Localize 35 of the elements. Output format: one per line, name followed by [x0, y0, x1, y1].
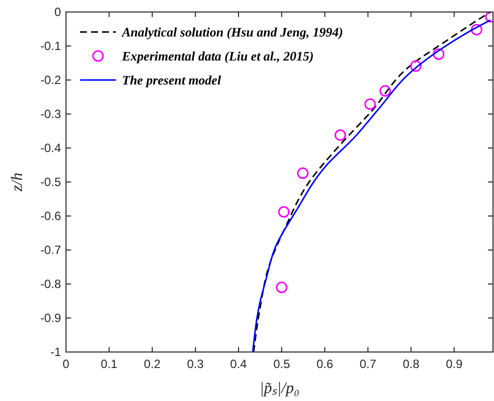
point [278, 206, 290, 218]
x-tick-label: 0.2 [144, 357, 161, 371]
y-tick-label: -0.7 [40, 243, 62, 257]
point [379, 85, 391, 97]
y-tick-label: -0.8 [40, 277, 62, 291]
y-tick-label: -0.5 [40, 175, 62, 189]
x-tick-label: 0.4 [230, 357, 248, 371]
y-tick-label: -0.1 [40, 39, 62, 53]
y-tick-label: -0.6 [40, 209, 62, 223]
y-tick-label: 0 [54, 5, 62, 19]
x-tick-label: 0.8 [402, 357, 420, 371]
legend-label: Experimental data (Liu et al., 2015) [121, 48, 314, 64]
x-tick-label: 0.9 [446, 357, 463, 371]
y-tick-label: -1 [50, 345, 62, 359]
y-tick-label: -0.2 [40, 73, 62, 87]
x-tick-label: 0.7 [360, 357, 377, 371]
y-axis-title: z/h [9, 172, 26, 192]
y-tick-label: -0.4 [40, 141, 62, 155]
x-axis-title: |p̃ₛ|/p₀ [260, 380, 300, 397]
legend-label: Analytical solution (Hsu and Jeng, 1994) [121, 24, 344, 40]
x-tick-label: 0.1 [100, 357, 118, 371]
y-tick-label: -0.3 [40, 107, 62, 121]
x-tick-label: 0 [62, 357, 70, 371]
x-tick-label: 0.5 [273, 357, 290, 371]
point [334, 129, 346, 141]
point [410, 60, 422, 72]
x-tick-label: 0.3 [187, 357, 204, 371]
point [364, 98, 376, 110]
point [276, 282, 288, 294]
point [432, 48, 444, 60]
x-tick-label: 0.6 [316, 357, 334, 371]
legend-label: The present model [122, 72, 222, 88]
y-tick-label: -0.9 [40, 311, 62, 325]
point [470, 24, 482, 36]
point [297, 167, 309, 179]
